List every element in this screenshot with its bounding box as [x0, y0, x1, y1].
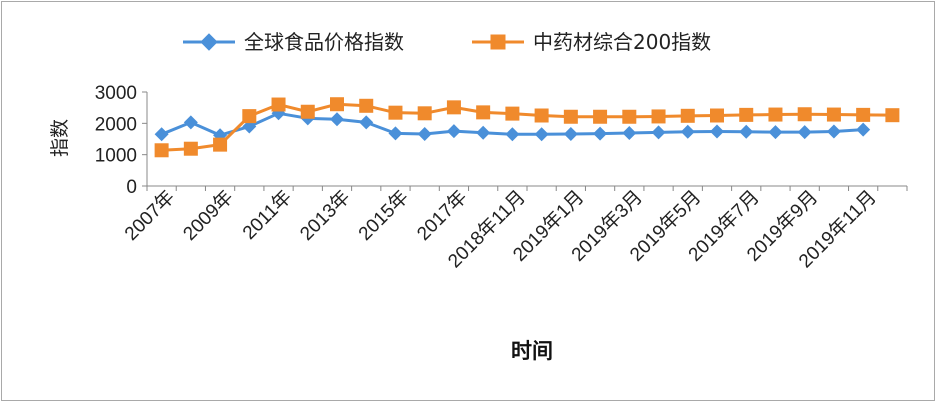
series-line-herb-index — [161, 102, 893, 152]
data-point-herb-index — [242, 109, 257, 124]
x-axis-label: 时间 — [511, 339, 553, 363]
data-point-herb-index — [388, 105, 403, 120]
x-tick-label: 2015年 — [354, 186, 413, 245]
data-point-food-price-index — [476, 125, 491, 140]
data-point-herb-index — [739, 107, 754, 122]
data-point-food-price-index — [856, 122, 871, 137]
data-point-herb-index — [710, 108, 724, 123]
data-point-food-price-index — [359, 115, 374, 130]
x-tick-label: 2009年 — [179, 186, 238, 245]
y-tick-label: 2000 — [95, 114, 137, 135]
y-tick-label: 1000 — [95, 146, 137, 167]
data-point-herb-index — [856, 107, 871, 122]
y-tick-label: 0 — [126, 177, 137, 198]
series-layer — [154, 97, 900, 158]
data-point-herb-index — [359, 98, 374, 113]
x-tick-label: 2017年 — [413, 186, 472, 245]
data-point-food-price-index — [154, 127, 169, 142]
legend: 全球食品价格指数 中药材综合200指数 — [183, 30, 711, 54]
data-point-herb-index — [271, 97, 286, 112]
data-point-herb-index — [330, 97, 344, 112]
data-point-food-price-index — [768, 125, 783, 140]
data-point-herb-index — [593, 109, 608, 124]
data-point-food-price-index — [330, 112, 344, 127]
data-point-food-price-index — [739, 124, 754, 139]
data-point-food-price-index — [622, 126, 637, 141]
data-point-herb-index — [768, 107, 783, 122]
data-point-food-price-index — [446, 124, 461, 139]
y-axis-label: 指数 — [49, 119, 71, 157]
data-point-food-price-index — [797, 125, 812, 140]
data-point-herb-index — [476, 105, 491, 120]
data-point-herb-index — [534, 108, 549, 123]
data-point-herb-index — [154, 143, 169, 158]
data-point-food-price-index — [563, 126, 578, 141]
data-point-food-price-index — [710, 124, 724, 139]
data-point-herb-index — [826, 107, 841, 122]
x-tick-label: 2011年 — [238, 186, 296, 244]
data-point-herb-index — [213, 137, 228, 152]
data-point-food-price-index — [651, 125, 666, 140]
legend-label-herb-index: 中药材综合200指数 — [533, 30, 711, 54]
data-point-herb-index — [505, 106, 520, 121]
legend-marker-food-price-index — [200, 33, 218, 51]
data-point-food-price-index — [183, 115, 198, 130]
data-point-herb-index — [885, 108, 900, 123]
data-point-herb-index — [300, 104, 315, 119]
y-tick-label: 3000 — [95, 83, 137, 104]
data-point-herb-index — [680, 108, 695, 123]
data-point-herb-index — [563, 109, 578, 124]
data-point-herb-index — [622, 109, 637, 124]
legend-label-food-price-index: 全球食品价格指数 — [244, 30, 404, 54]
legend-marker-herb-index — [490, 34, 506, 50]
data-point-food-price-index — [826, 124, 841, 139]
data-point-food-price-index — [505, 127, 520, 142]
data-point-food-price-index — [534, 127, 549, 142]
data-point-food-price-index — [417, 126, 432, 141]
data-point-herb-index — [797, 107, 812, 122]
data-point-herb-index — [183, 141, 198, 156]
data-point-food-price-index — [593, 126, 608, 141]
data-point-food-price-index — [388, 126, 403, 141]
data-point-food-price-index — [680, 124, 695, 139]
data-point-herb-index — [417, 106, 432, 121]
data-point-herb-index — [446, 100, 461, 115]
x-tick-label: 2013年 — [296, 186, 355, 245]
data-point-herb-index — [651, 109, 666, 124]
